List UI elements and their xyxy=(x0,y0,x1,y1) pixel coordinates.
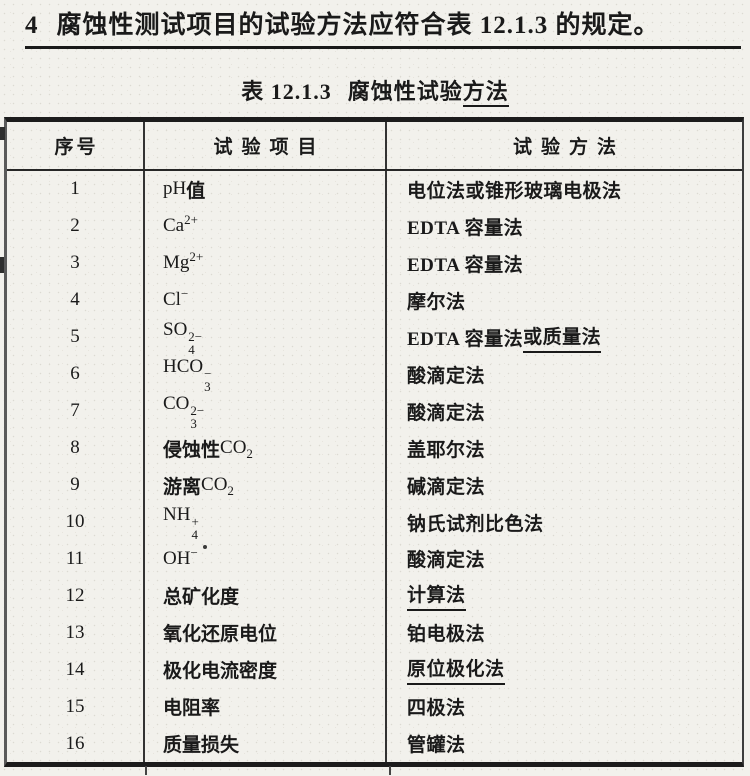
table-row: 9 游离 CO2 碱滴定法 xyxy=(7,466,742,504)
sup-sub-stack: +4 xyxy=(191,513,199,542)
test-item-cell: pH 值 xyxy=(145,171,387,208)
table-row: 16 质量损失 管罐法 xyxy=(7,725,742,763)
sup-sub-stack: −3 xyxy=(204,365,212,394)
row-number-cell: 1 xyxy=(7,171,145,208)
row-number-cell: 16 xyxy=(7,725,145,763)
sup-sub-stack: 2− 3 xyxy=(190,402,205,431)
test-item-cell: 质量损失 xyxy=(145,725,387,763)
table-row: 4 Cl− 摩尔法 xyxy=(7,281,742,319)
table-row: 12 总矿化度 计算法 xyxy=(7,577,742,615)
test-item-cell: OH− xyxy=(145,540,387,578)
table-row: 1 pH 值电位法或锥形玻璃电极法 xyxy=(7,171,742,208)
test-method-cell: 铂电极法 xyxy=(407,624,486,646)
row-number-cell: 13 xyxy=(7,614,145,652)
table-row: 11 OH− 酸滴定法 xyxy=(7,540,742,578)
table-row: 13 氧化还原电位 铂电极法 xyxy=(7,614,742,652)
test-method-cell: EDTA 容量法 xyxy=(407,217,524,239)
table-row: 8 侵蚀性 CO2 盖耶尔法 xyxy=(7,429,742,467)
test-item-cell: 游离 CO2 xyxy=(145,466,387,504)
table-title-main: 腐蚀性试验 xyxy=(347,79,463,104)
test-method-cell: 电位法或锥形玻璃电极法 xyxy=(407,180,622,202)
row-number-cell: 2 xyxy=(7,207,145,245)
row-number-cell: 7 xyxy=(7,392,145,430)
test-item-cell: 氧化还原电位 xyxy=(145,614,387,652)
row-number-cell: 10 xyxy=(7,503,145,541)
row-number-cell: 11 xyxy=(7,540,145,578)
test-item-cell: CO 2− 3 xyxy=(145,392,387,431)
row-number-cell: 9 xyxy=(7,466,145,504)
row-number-cell: 6 xyxy=(7,355,145,393)
table-row: 10 NH +4 钠氏试剂比色法 xyxy=(7,503,742,542)
test-item-cell: Cl− xyxy=(145,281,387,319)
row-number-cell: 4 xyxy=(7,281,145,319)
row-number-cell: 5 xyxy=(7,318,145,356)
scan-artifact-divider-tail xyxy=(389,766,391,775)
scan-artifact xyxy=(0,127,5,140)
test-method-cell: 四极法 xyxy=(407,698,466,720)
test-item-cell: 极化电流密度 xyxy=(145,651,387,689)
test-item-cell: NH +4 xyxy=(145,503,387,542)
table-row: 15 电阻率 四极法 xyxy=(7,688,742,726)
clause-number: 4 xyxy=(25,12,39,39)
table-title-underlined: 方法 xyxy=(462,79,509,107)
test-method-cell: EDTA 容量法 xyxy=(407,254,524,276)
test-method-cell: EDTA 容量法 或质量法 xyxy=(387,319,742,356)
header-cell-number: 序号 xyxy=(7,122,145,169)
test-item-cell: Ca2+ xyxy=(145,207,387,245)
row-number-cell: 15 xyxy=(7,688,145,726)
test-item-cell: HCO −3 xyxy=(145,355,387,394)
test-method-cell: 摩尔法 xyxy=(407,291,466,313)
scan-artifact xyxy=(0,257,4,273)
row-number-cell: 14 xyxy=(7,651,145,689)
sup-sub-stack: 2− 4 xyxy=(188,328,203,357)
table-row: 6 HCO −3 酸滴定法 xyxy=(7,355,742,394)
table-body: 1 pH 值电位法或锥形玻璃电极法 2 Ca2+ EDTA 容量法 3 Mg2+ EDTA 容… xyxy=(7,171,742,763)
clause-text: 腐蚀性测试项目的试验方法应符合表 12.1.3 的规定。 xyxy=(56,12,660,39)
table-row: 2 Ca2+ EDTA 容量法 xyxy=(7,207,742,245)
test-item-cell: 电阻率 xyxy=(145,688,387,726)
scan-artifact xyxy=(203,545,207,549)
row-number-cell: 12 xyxy=(7,577,145,615)
row-number-cell: 3 xyxy=(7,244,145,282)
row-number-cell: 8 xyxy=(7,429,145,467)
table-header-row: 序号 试验项目 试验方法 xyxy=(7,122,742,171)
clause-heading: 4 腐蚀性测试项目的试验方法应符合表 12.1.3 的规定。 xyxy=(25,5,741,49)
test-methods-table: 序号 试验项目 试验方法 1 pH 值电位法或锥形玻璃电极法 2 Ca2+ EDTA 容… xyxy=(4,117,744,767)
test-method-cell: 管罐法 xyxy=(407,735,466,757)
scan-artifact-divider-tail xyxy=(145,766,147,775)
test-method-cell: 原位极化法 xyxy=(387,651,742,688)
test-method-cell: 盖耶尔法 xyxy=(407,439,486,461)
table-row: 7 CO 2− 3 酸滴定法 xyxy=(7,392,742,431)
test-method-cell: 酸滴定法 xyxy=(407,550,486,572)
test-method-cell: 钠氏试剂比色法 xyxy=(407,513,544,535)
test-method-cell: 酸滴定法 xyxy=(407,402,486,424)
table-row: 3 Mg2+ EDTA 容量法 xyxy=(7,244,742,282)
test-item-cell: 总矿化度 xyxy=(145,577,387,615)
table-row: 5 SO 2− 4 EDTA 容量法 或质量法 xyxy=(7,318,742,357)
test-method-cell: 计算法 xyxy=(387,577,742,614)
test-method-cell: 酸滴定法 xyxy=(407,365,486,387)
table-title-number: 表 12.1.3 xyxy=(241,79,332,104)
header-cell-test-method: 试验方法 xyxy=(512,137,625,158)
test-item-cell: Mg2+ xyxy=(145,244,387,282)
test-item-cell: SO 2− 4 xyxy=(145,318,387,357)
table-row: 14 极化电流密度 原位极化法 xyxy=(7,651,742,689)
test-item-cell: 侵蚀性 CO2 xyxy=(145,429,387,467)
table-title: 表 12.1.3 腐蚀性试验方法 xyxy=(0,74,750,107)
header-cell-test-item: 试验项目 xyxy=(145,122,387,169)
test-method-cell: 碱滴定法 xyxy=(407,476,486,498)
